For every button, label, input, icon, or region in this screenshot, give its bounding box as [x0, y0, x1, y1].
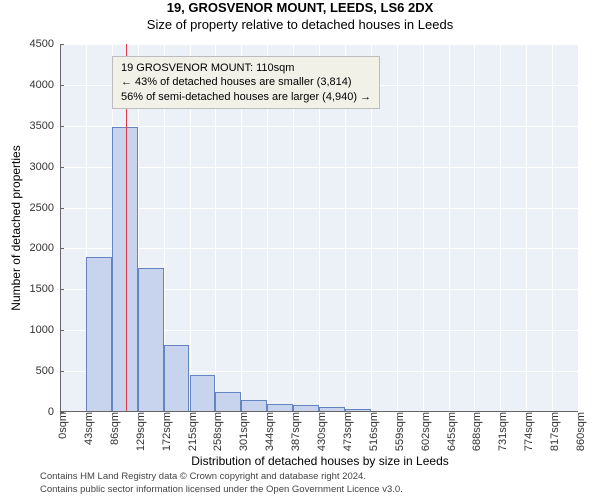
x-tick-label: 430sqm: [310, 412, 328, 451]
y-tick-label: 3000: [22, 161, 60, 173]
gridline-v: [500, 44, 501, 412]
footer-line-1: Contains HM Land Registry data © Crown c…: [40, 471, 403, 483]
x-tick-label: 86sqm: [103, 412, 121, 445]
y-axis-line: [60, 44, 61, 412]
x-tick-label: 258sqm: [206, 412, 224, 451]
annotation-line-3: 56% of semi-detached houses are larger (…: [121, 90, 371, 104]
gridline-v: [449, 44, 450, 412]
x-tick-label: 301sqm: [232, 412, 250, 451]
gridline-v: [526, 44, 527, 412]
x-tick-label: 215sqm: [181, 412, 199, 451]
footer-line-2: Contains public sector information licen…: [40, 484, 403, 496]
gridline-v: [474, 44, 475, 412]
x-tick-label: 129sqm: [129, 412, 147, 451]
gridline-v: [578, 44, 579, 412]
x-tick-label: 602sqm: [414, 412, 432, 451]
y-tick-label: 2000: [22, 242, 60, 254]
y-tick-label: 4000: [22, 79, 60, 91]
x-tick-label: 817sqm: [543, 412, 561, 451]
gridline-v: [423, 44, 424, 412]
x-tick-label: 559sqm: [388, 412, 406, 451]
x-tick-label: 0sqm: [51, 412, 69, 439]
x-tick-label: 774sqm: [517, 412, 535, 451]
x-tick-label: 688sqm: [465, 412, 483, 451]
page-title: 19, GROSVENOR MOUNT, LEEDS, LS6 2DX: [0, 0, 600, 15]
y-tick-label: 500: [22, 365, 60, 377]
x-tick-label: 516sqm: [362, 412, 380, 451]
y-axis-label: Number of detached properties: [9, 145, 23, 310]
page-subtitle: Size of property relative to detached ho…: [0, 17, 600, 32]
y-tick-label: 2500: [22, 202, 60, 214]
x-tick-label: 860sqm: [569, 412, 587, 451]
y-tick-label: 1000: [22, 324, 60, 336]
x-tick-label: 172sqm: [155, 412, 173, 451]
x-tick-label: 344sqm: [258, 412, 276, 451]
annotation-line-1: 19 GROSVENOR MOUNT: 110sqm: [121, 61, 371, 75]
histogram-bar: [138, 268, 164, 412]
x-axis-label: Distribution of detached houses by size …: [191, 454, 449, 468]
x-tick-label: 473sqm: [336, 412, 354, 451]
histogram-bar: [86, 257, 112, 412]
histogram-bar: [190, 375, 216, 412]
gridline-v: [552, 44, 553, 412]
y-tick-label: 1500: [22, 283, 60, 295]
x-tick-label: 731sqm: [491, 412, 509, 451]
annotation-box: 19 GROSVENOR MOUNT: 110sqm ← 43% of deta…: [112, 56, 380, 109]
y-tick-label: 3500: [22, 120, 60, 132]
annotation-line-2: ← 43% of detached houses are smaller (3,…: [121, 75, 371, 89]
y-tick-label: 4500: [22, 38, 60, 50]
x-tick-label: 387sqm: [284, 412, 302, 451]
x-tick-label: 43sqm: [77, 412, 95, 445]
histogram-bar: [112, 127, 138, 412]
gridline-v: [397, 44, 398, 412]
histogram-bar: [215, 392, 241, 412]
footer-attribution: Contains HM Land Registry data © Crown c…: [40, 471, 403, 496]
histogram-bar: [164, 345, 190, 412]
x-tick-label: 645sqm: [440, 412, 458, 451]
x-axis-line: [60, 411, 578, 412]
